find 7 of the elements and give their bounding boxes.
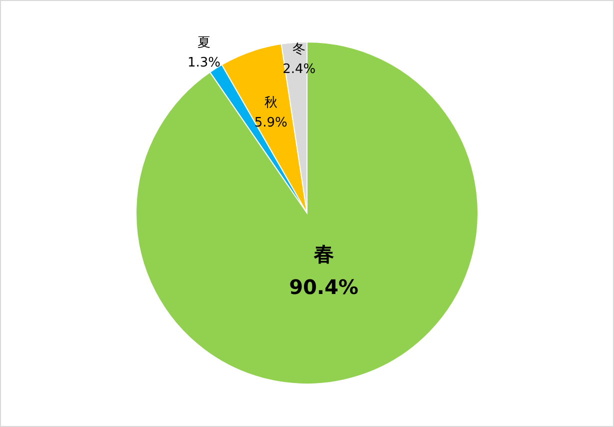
slice-label: 冬 xyxy=(292,42,306,58)
slice-label: 秋 xyxy=(264,96,278,111)
data-label: 90.4% xyxy=(289,274,358,299)
slice-label: 夏 xyxy=(197,36,210,51)
data-label: 5.9% xyxy=(254,116,288,131)
data-label: 1.3% xyxy=(187,56,220,71)
slice-label: 春 xyxy=(312,242,334,266)
